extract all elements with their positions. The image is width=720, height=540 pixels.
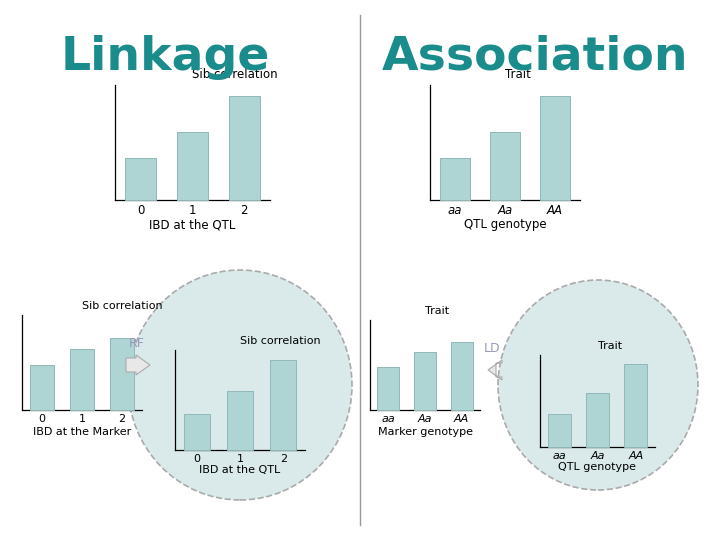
Text: Association: Association [382,35,688,80]
Text: QTL genotype: QTL genotype [559,462,636,472]
Bar [70,349,94,410]
Text: aa: aa [552,451,566,461]
Text: Trait: Trait [425,306,449,316]
Bar [229,96,260,200]
Bar [110,338,134,410]
Bar [490,132,520,200]
Text: IBD at the QTL: IBD at the QTL [199,465,281,475]
Text: 0: 0 [38,414,45,424]
Text: AA: AA [629,451,644,461]
Text: Sib correlation: Sib correlation [240,336,320,346]
Bar [177,132,208,200]
Text: Aa: Aa [590,451,605,461]
Text: 2: 2 [240,204,248,217]
Text: 1: 1 [236,454,243,464]
Text: Linkage: Linkage [60,35,270,80]
Text: 0: 0 [137,204,145,217]
Text: aa: aa [382,414,395,424]
Bar [184,414,210,450]
Text: Sib correlation: Sib correlation [82,301,163,311]
Bar [125,158,156,200]
Text: RF: RF [129,337,145,350]
Bar [30,365,54,410]
Bar [227,391,253,450]
Text: Trait: Trait [505,68,531,81]
FancyArrow shape [126,355,150,375]
Text: 1: 1 [78,414,86,424]
Text: Aa: Aa [498,204,513,217]
Bar [548,414,571,447]
Bar [624,364,647,447]
Ellipse shape [498,280,698,490]
Text: 2: 2 [118,414,125,424]
Text: 2: 2 [280,454,287,464]
Bar [540,96,570,200]
Ellipse shape [128,270,352,500]
Text: AA: AA [454,414,469,424]
Bar [440,158,470,200]
Bar [586,393,609,447]
Text: IBD at the QTL: IBD at the QTL [149,218,235,231]
Text: Aa: Aa [418,414,432,424]
Text: IBD at the Marker: IBD at the Marker [33,427,131,437]
Text: Trait: Trait [598,341,621,351]
Text: LD: LD [484,342,500,355]
Bar [270,360,297,450]
Bar [414,352,436,410]
Text: Sib correlation: Sib correlation [192,68,278,81]
Text: Marker genotype: Marker genotype [377,427,472,437]
Text: 1: 1 [189,204,197,217]
Bar [377,367,400,410]
Text: AA: AA [547,204,563,217]
Bar [451,342,472,410]
FancyArrow shape [488,360,502,380]
Text: 0: 0 [193,454,200,464]
Text: QTL genotype: QTL genotype [464,218,546,231]
Text: aa: aa [448,204,462,217]
